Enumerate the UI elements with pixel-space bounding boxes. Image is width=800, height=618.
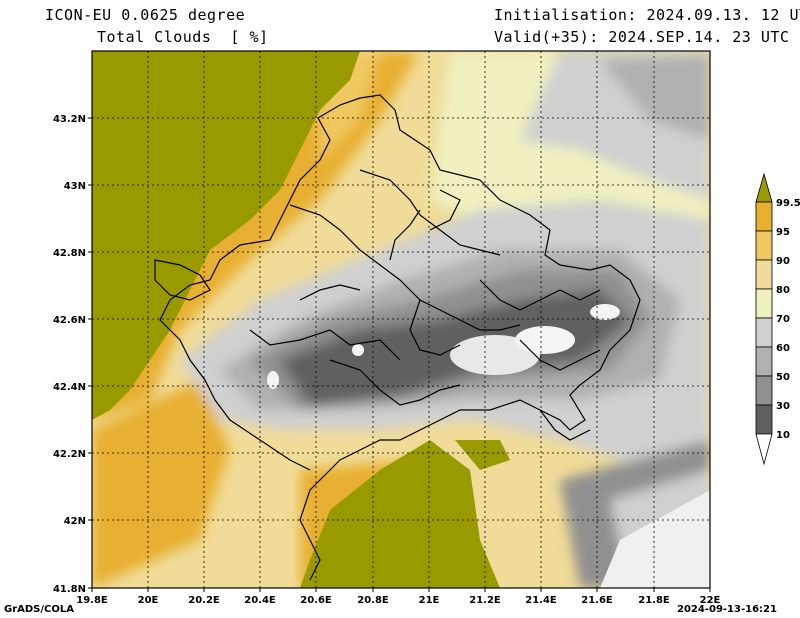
legend-swatch xyxy=(755,375,773,406)
lon-label: 20.6E xyxy=(300,595,332,606)
tick-marks xyxy=(88,117,711,592)
legend-colorbar xyxy=(755,172,773,466)
field-title: Total Clouds [ %] xyxy=(97,28,269,46)
lat-label: 42.2N xyxy=(53,449,86,460)
lon-label: 21.8E xyxy=(638,595,670,606)
lat-label: 43N xyxy=(64,181,86,192)
lat-label: 42N xyxy=(64,516,86,527)
lon-label: 22E xyxy=(700,595,721,606)
init-time: Initialisation: 2024.09.13. 12 UTC xyxy=(494,6,800,24)
legend-swatch xyxy=(755,404,773,435)
legend-label: 30 xyxy=(776,401,790,412)
legend-label: 90 xyxy=(776,256,790,267)
legend-swatch xyxy=(755,230,773,261)
legend-label: 80 xyxy=(776,285,790,296)
lon-label: 21.6E xyxy=(581,595,613,606)
legend-swatch xyxy=(755,288,773,319)
lon-label: 20E xyxy=(138,595,159,606)
legend-top-arrow xyxy=(755,172,773,203)
lon-label: 21E xyxy=(419,595,440,606)
footer-credit: GrADS/COLA xyxy=(4,604,74,615)
legend-label: 50 xyxy=(776,372,790,383)
legend-label: 99.5 xyxy=(776,198,800,209)
valid-time: Valid(+35): 2024.SEP.14. 23 UTC xyxy=(494,28,790,46)
footer-timestamp: 2024-09-13-16:21 xyxy=(677,604,777,615)
lon-label: 21.4E xyxy=(525,595,557,606)
lon-label: 21.2E xyxy=(469,595,501,606)
lon-label: 20.8E xyxy=(357,595,389,606)
legend-label: 70 xyxy=(776,314,790,325)
lon-label: 20.4E xyxy=(244,595,276,606)
lat-label: 42.8N xyxy=(53,248,86,259)
legend-swatch xyxy=(755,317,773,348)
legend-swatch xyxy=(755,259,773,290)
lat-label: 41.8N xyxy=(53,584,86,595)
legend-label: 60 xyxy=(776,343,790,354)
legend-label: 10 xyxy=(776,430,790,441)
lon-label: 19.8E xyxy=(76,595,108,606)
model-title: ICON-EU 0.0625 degree xyxy=(45,6,246,24)
legend-label: 95 xyxy=(776,227,790,238)
lon-label: 20.2E xyxy=(188,595,220,606)
lat-label: 42.4N xyxy=(53,382,86,393)
lat-label: 42.6N xyxy=(53,315,86,326)
legend-swatch xyxy=(755,201,773,232)
legend-bottom-arrow xyxy=(755,433,773,466)
cloud-field xyxy=(92,51,710,588)
legend-swatch xyxy=(755,346,773,377)
lat-label: 43.2N xyxy=(53,114,86,125)
border-lines xyxy=(154,94,641,581)
graticule xyxy=(92,51,710,588)
